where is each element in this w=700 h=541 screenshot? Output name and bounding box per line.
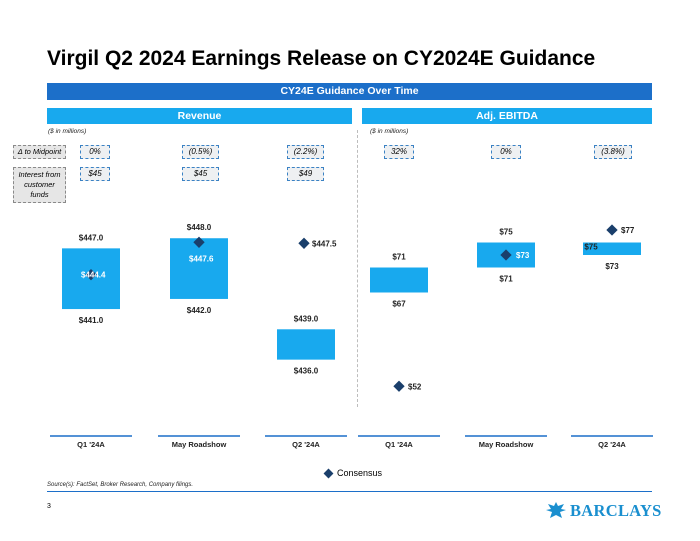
revenue-consensus-label-1: $447.6	[189, 254, 214, 263]
revenue-header: Revenue	[47, 108, 352, 124]
revenue-low-label-2: $436.0	[294, 367, 319, 376]
revenue-category-label-0: Q1 '24A	[77, 440, 105, 449]
revenue-category-label-1: May Roadshow	[172, 440, 227, 449]
ebitda-consensus-label-2: $77	[621, 226, 635, 235]
ebitda-consensus-label-1: $73	[516, 251, 530, 260]
revenue-high-label-1: $448.0	[187, 223, 212, 232]
revenue-low-label-0: $441.0	[79, 316, 104, 325]
revenue-consensus-marker-2	[298, 237, 310, 249]
ebitda-high-label-2: $75	[584, 243, 598, 252]
footer-rule	[47, 491, 652, 492]
ebitda-consensus-label-0: $52	[408, 382, 422, 391]
ebitda-range-bar-0	[370, 267, 428, 293]
revenue-range-bar-2	[277, 329, 335, 360]
ebitda-low-label-2: $73	[605, 262, 619, 271]
ebitda-header: Adj. EBITDA	[362, 108, 652, 124]
ebitda-low-label-0: $67	[392, 300, 406, 309]
revenue-midpoint-q1: 0%	[80, 145, 110, 159]
ebitda-category-label-1: May Roadshow	[479, 440, 534, 449]
ebitda-consensus-marker-0	[393, 380, 405, 392]
section-divider	[357, 130, 358, 407]
consensus-diamond-icon	[323, 468, 334, 479]
logo-text: BARCLAYS	[570, 501, 662, 520]
ebitda-low-label-1: $71	[499, 275, 513, 284]
revenue-consensus-label-0: $444.4	[81, 271, 106, 280]
ebitda-high-label-1: $75	[499, 228, 513, 237]
interest-row-label: Interest from customer funds	[13, 167, 66, 203]
revenue-low-label-1: $442.0	[187, 306, 212, 315]
revenue-high-label-2: $439.0	[294, 314, 319, 323]
revenue-consensus-label-2: $447.5	[312, 239, 337, 248]
ebitda-midpoint-q2: (3.8%)	[594, 145, 632, 159]
source-note: Source(s): FactSet, Broker Research, Com…	[47, 482, 194, 488]
ebitda-midpoint-q1: 32%	[384, 145, 414, 159]
interest-q1: $45	[80, 167, 110, 181]
ebitda-consensus-marker-2	[606, 224, 618, 236]
ebitda-category-label-2: Q2 '24A	[598, 440, 626, 449]
ebitda-midpoint-may: 0%	[491, 145, 521, 159]
barclays-logo: BARCLAYS	[545, 500, 662, 522]
page-number: 3	[47, 503, 51, 510]
revenue-category-label-2: Q2 '24A	[292, 440, 320, 449]
revenue-midpoint-q2: (2.2%)	[287, 145, 324, 159]
revenue-high-label-0: $447.0	[79, 233, 104, 242]
interest-may: $45	[182, 167, 219, 181]
revenue-range-bar-1	[170, 238, 228, 299]
ebitda-range-bar-2	[583, 242, 641, 255]
revenue-midpoint-may: (0.5%)	[182, 145, 219, 159]
eagle-icon	[546, 502, 566, 518]
ebitda-units-note: ($ in millions)	[370, 128, 409, 135]
ebitda-high-label-0: $71	[392, 253, 406, 262]
guidance-banner: CY24E Guidance Over Time	[47, 83, 652, 100]
interest-q2: $49	[287, 167, 324, 181]
revenue-consensus-marker-1	[193, 236, 205, 248]
midpoint-row-label: Δ to Midpoint	[13, 145, 66, 159]
chart-legend: Consensus	[323, 468, 383, 479]
page-title: Virgil Q2 2024 Earnings Release on CY202…	[47, 47, 596, 70]
ebitda-consensus-marker-1	[500, 249, 512, 261]
revenue-units-note: ($ in millions)	[48, 128, 87, 135]
ebitda-category-label-0: Q1 '24A	[385, 440, 413, 449]
legend-label: Consensus	[337, 468, 383, 478]
